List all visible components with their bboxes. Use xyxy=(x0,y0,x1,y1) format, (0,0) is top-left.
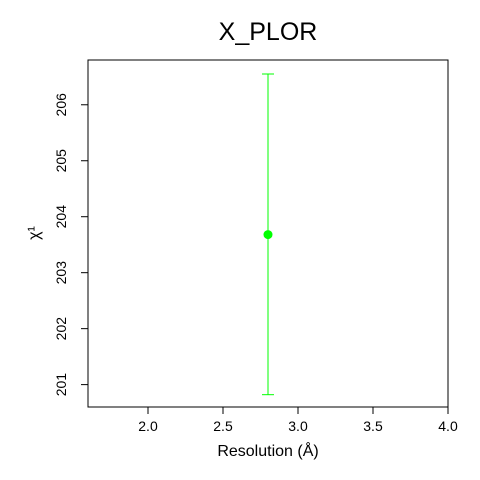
x-axis-label: Resolution (Å) xyxy=(217,441,318,460)
x-tick-label: 2.5 xyxy=(213,418,233,434)
plot-frame xyxy=(87,59,449,408)
y-tick-label: 204 xyxy=(53,205,69,229)
y-tick-label: 203 xyxy=(53,261,69,285)
x-tick-label: 3.0 xyxy=(288,418,308,434)
y-tick-label: 201 xyxy=(53,373,69,397)
data-point xyxy=(263,230,273,240)
x-tick-label: 4.0 xyxy=(438,418,458,434)
y-tick-label: 206 xyxy=(53,93,69,117)
y-tick-label: 202 xyxy=(53,317,69,341)
y-axis-label: χ¹ xyxy=(26,226,43,240)
x-tick-label: 3.5 xyxy=(363,418,383,434)
chart-title: X_PLOR xyxy=(219,18,318,46)
y-tick-label: 205 xyxy=(53,149,69,173)
y-axis-ticks: 201 202 203 204 205 206 xyxy=(53,93,88,396)
x-tick-label: 2.0 xyxy=(138,418,158,434)
x-axis-ticks: 2.0 2.5 3.0 3.5 4.0 xyxy=(138,407,458,434)
series-layer xyxy=(262,73,274,396)
